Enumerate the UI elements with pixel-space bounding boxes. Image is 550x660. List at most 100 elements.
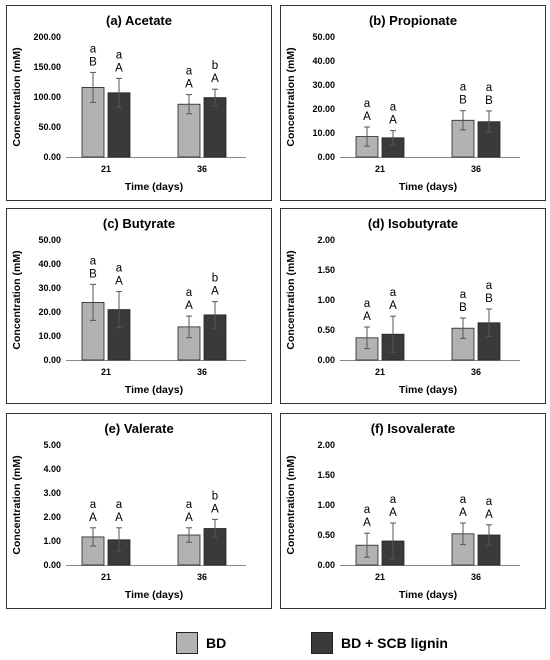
significance-letter-lower-case: a <box>460 494 467 506</box>
y-axis-title: Concentration (mM) <box>285 455 297 554</box>
significance-letter-lower-case: b <box>212 490 218 502</box>
chart-title: (e) Valerate <box>104 421 173 436</box>
y-tick-label: 1.50 <box>317 470 335 480</box>
significance-letter-upper-case: A <box>211 73 219 85</box>
panel-valerate: (e) Valerate 0.00 1.00 2.00 3.00 4.00 5.00 Conc… <box>6 413 272 609</box>
significance-letter-lower-case: b <box>212 273 218 285</box>
significance-letter-upper-case: A <box>485 509 493 521</box>
y-tick-label: 20.00 <box>38 307 61 317</box>
significance-letter-lower-case: a <box>186 287 193 299</box>
significance-letter-lower-case: a <box>486 496 493 508</box>
x-axis-title: Time (days) <box>399 181 457 193</box>
legend-swatch-bd <box>176 632 198 654</box>
chart-grid: (a) Acetate 0.00 50.00 100.00 150.00 200.00 Co… <box>6 5 546 609</box>
legend-label-bd: BD <box>206 635 227 651</box>
significance-letter-lower-case: a <box>116 49 123 61</box>
x-tick-label: 21 <box>375 164 385 174</box>
chart-title: (b) Propionate <box>369 13 457 28</box>
significance-letter-upper-case: A <box>363 517 371 529</box>
significance-letter-lower-case: a <box>186 499 193 511</box>
y-tick-label: 40.00 <box>38 259 61 269</box>
panel-frame <box>6 413 272 609</box>
panel-frame <box>280 208 546 404</box>
panel-propionate: (b) Propionate 0.00 10.00 20.00 30.00 40.00 50… <box>280 5 546 201</box>
y-tick-label: 1.00 <box>317 500 335 510</box>
panel-butyrate: (c) Butyrate 0.00 10.00 20.00 30.00 40.00 50.0… <box>6 208 272 404</box>
y-tick-label: 5.00 <box>43 440 61 450</box>
x-axis-title: Time (days) <box>125 384 183 396</box>
y-tick-label: 1.50 <box>317 265 335 275</box>
significance-letter-lower-case: a <box>90 255 97 267</box>
panel-isobutyrate: (d) Isobutyrate 0.00 0.50 1.00 1.50 2.00 Conce… <box>280 208 546 404</box>
chart-title: (f) Isovalerate <box>371 421 456 436</box>
y-tick-label: 0.00 <box>317 355 335 365</box>
legend: BD BD + SCB lignin <box>0 624 550 660</box>
significance-letter-upper-case: A <box>389 507 397 519</box>
y-tick-label: 200.00 <box>33 32 61 42</box>
significance-letter-lower-case: a <box>486 82 493 94</box>
y-tick-label: 4.00 <box>43 464 61 474</box>
significance-letter-lower-case: a <box>364 98 371 110</box>
significance-letter-upper-case: B <box>485 95 493 107</box>
significance-letter-lower-case: a <box>90 499 97 511</box>
significance-letter-lower-case: a <box>90 43 97 55</box>
significance-letter-lower-case: a <box>364 504 371 516</box>
x-tick-label: 36 <box>197 572 207 582</box>
significance-letter-upper-case: B <box>459 302 467 314</box>
significance-letter-upper-case: A <box>115 276 123 288</box>
significance-letter-upper-case: B <box>89 56 97 68</box>
panel-frame <box>280 5 546 201</box>
y-tick-label: 0.00 <box>43 152 61 162</box>
x-tick-label: 21 <box>375 367 385 377</box>
y-tick-label: 2.00 <box>43 512 61 522</box>
y-tick-label: 0.50 <box>317 325 335 335</box>
significance-letter-upper-case: A <box>115 62 123 74</box>
y-tick-label: 20.00 <box>312 104 335 114</box>
chart-title: (a) Acetate <box>106 13 172 28</box>
x-axis-title: Time (days) <box>125 589 183 601</box>
y-axis-title: Concentration (mM) <box>11 47 23 146</box>
panel-frame <box>6 5 272 201</box>
legend-item-lignin: BD + SCB lignin <box>311 632 448 654</box>
y-tick-label: 0.00 <box>317 560 335 570</box>
significance-letter-upper-case: A <box>363 111 371 123</box>
y-tick-label: 10.00 <box>38 331 61 341</box>
y-tick-label: 1.00 <box>317 295 335 305</box>
y-tick-label: 0.00 <box>43 355 61 365</box>
y-tick-label: 0.00 <box>317 152 335 162</box>
y-tick-label: 50.00 <box>38 122 61 132</box>
y-tick-label: 100.00 <box>33 92 61 102</box>
significance-letter-lower-case: b <box>212 60 218 72</box>
significance-letter-upper-case: A <box>389 115 397 127</box>
x-tick-label: 36 <box>197 164 207 174</box>
y-tick-label: 50.00 <box>312 32 335 42</box>
x-tick-label: 21 <box>101 164 111 174</box>
significance-letter-upper-case: A <box>185 512 193 524</box>
bar-lignin-day-36 <box>203 97 227 158</box>
y-tick-label: 10.00 <box>312 128 335 138</box>
y-axis-title: Concentration (mM) <box>285 250 297 349</box>
legend-item-bd: BD <box>176 632 226 654</box>
y-axis-title: Concentration (mM) <box>285 47 297 146</box>
y-tick-label: 2.00 <box>317 235 335 245</box>
significance-letter-upper-case: A <box>185 300 193 312</box>
significance-letter-lower-case: a <box>460 82 467 94</box>
significance-letter-lower-case: a <box>390 494 397 506</box>
significance-letter-lower-case: a <box>186 66 193 78</box>
x-tick-label: 36 <box>471 572 481 582</box>
chart-title: (d) Isobutyrate <box>368 216 458 231</box>
significance-letter-upper-case: A <box>363 311 371 323</box>
legend-label-lignin: BD + SCB lignin <box>341 635 448 651</box>
x-tick-label: 36 <box>197 367 207 377</box>
significance-letter-upper-case: B <box>89 268 97 280</box>
y-tick-label: 40.00 <box>312 56 335 66</box>
panel-isovalerate: (f) Isovalerate 0.00 0.50 1.00 1.50 2.00 Conce… <box>280 413 546 609</box>
y-tick-label: 2.00 <box>317 440 335 450</box>
chart-title: (c) Butyrate <box>103 216 175 231</box>
significance-letter-upper-case: A <box>389 300 397 312</box>
y-tick-label: 30.00 <box>38 283 61 293</box>
significance-letter-upper-case: A <box>115 512 123 524</box>
panel-frame <box>280 413 546 609</box>
significance-letter-lower-case: a <box>390 287 397 299</box>
y-tick-label: 1.00 <box>43 536 61 546</box>
